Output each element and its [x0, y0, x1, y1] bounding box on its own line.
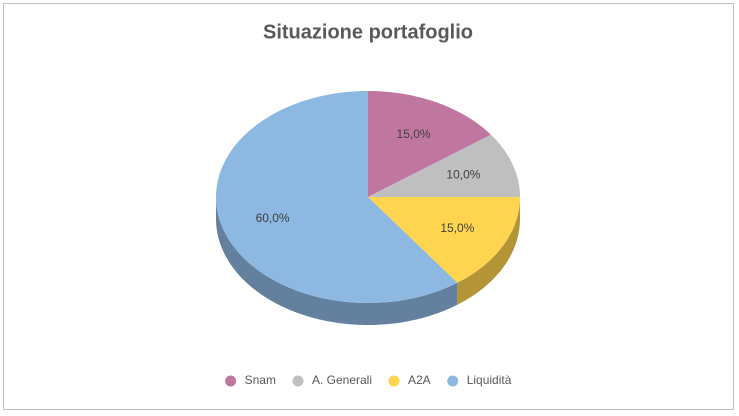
legend-marker [388, 375, 400, 387]
legend-marker [447, 375, 459, 387]
legend-label: A2A [408, 373, 431, 387]
slice-side [216, 197, 458, 325]
legend-item: A2A [388, 373, 431, 387]
chart-title: Situazione portafoglio [263, 21, 473, 43]
legend: Snam A. Generali A2A Liquidità [225, 373, 512, 387]
legend-label: Liquidità [467, 373, 512, 387]
slice [368, 197, 520, 283]
pie: 15,0% 10,0% 15,0% 60,0% [216, 91, 520, 325]
legend-item: A. Generali [292, 373, 372, 387]
legend-item: Liquidità [447, 373, 512, 387]
data-label: 15,0% [397, 127, 431, 141]
data-label: 10,0% [446, 168, 480, 182]
legend-label: A. Generali [312, 373, 372, 387]
legend-marker [292, 375, 304, 387]
data-label: 60,0% [256, 211, 290, 225]
legend-marker [225, 375, 237, 387]
slice-side [457, 197, 520, 305]
slice [368, 91, 491, 197]
slice [216, 91, 458, 303]
legend-item: Snam [225, 373, 276, 387]
legend-label: Snam [245, 373, 276, 387]
slice [368, 134, 520, 197]
data-label: 15,0% [440, 221, 474, 235]
